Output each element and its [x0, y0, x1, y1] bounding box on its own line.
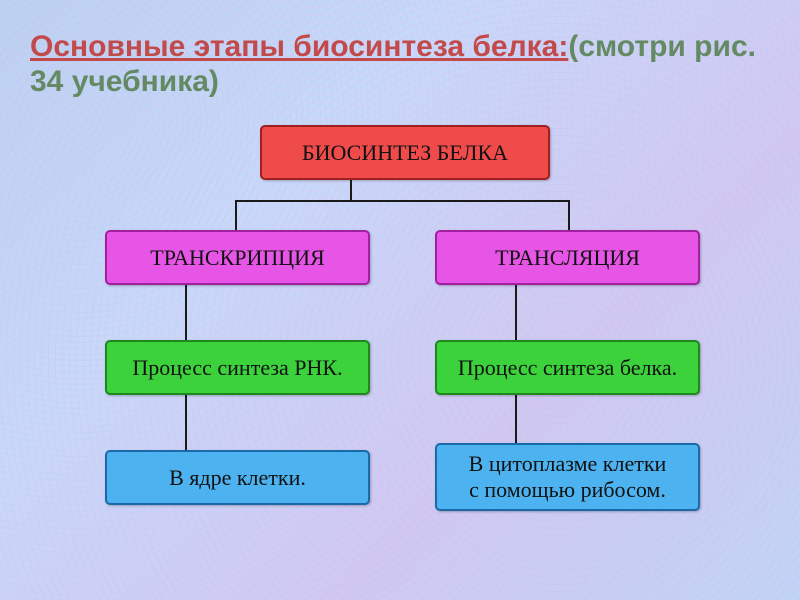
connector — [568, 200, 570, 230]
node-label: Процесс синтеза РНК. — [132, 355, 342, 381]
slide-title-main: Основные этапы биосинтеза белка: — [30, 30, 568, 63]
node-root: БИОСИНТЕЗ БЕЛКА — [260, 125, 550, 180]
diagram: БИОСИНТЕЗ БЕЛКА ТРАНСКРИПЦИЯ ТРАНСЛЯЦИЯ Про… — [0, 125, 800, 585]
connector — [350, 180, 352, 200]
slide-title: Основные этапы биосинтеза белка:(смотри … — [30, 30, 770, 99]
node-label: Процесс синтеза белка. — [458, 355, 677, 381]
slide: Основные этапы биосинтеза белка:(смотри … — [0, 0, 800, 600]
node-l3: В ядре клетки. — [105, 450, 370, 505]
node-label: В цитоплазме клетки с помощью рибосом. — [469, 451, 667, 503]
node-r2: Процесс синтеза белка. — [435, 340, 700, 395]
connector — [515, 395, 517, 445]
connector — [185, 395, 187, 450]
node-r1: ТРАНСЛЯЦИЯ — [435, 230, 700, 285]
connector — [235, 200, 570, 202]
node-label: ТРАНСКРИПЦИЯ — [150, 245, 324, 271]
connector — [235, 200, 237, 230]
node-label: ТРАНСЛЯЦИЯ — [495, 245, 640, 271]
node-l2: Процесс синтеза РНК. — [105, 340, 370, 395]
node-r3: В цитоплазме клетки с помощью рибосом. — [435, 443, 700, 511]
connector — [515, 285, 517, 340]
node-l1: ТРАНСКРИПЦИЯ — [105, 230, 370, 285]
node-label: В ядре клетки. — [169, 465, 306, 491]
node-label: БИОСИНТЕЗ БЕЛКА — [302, 140, 508, 166]
connector — [185, 285, 187, 340]
